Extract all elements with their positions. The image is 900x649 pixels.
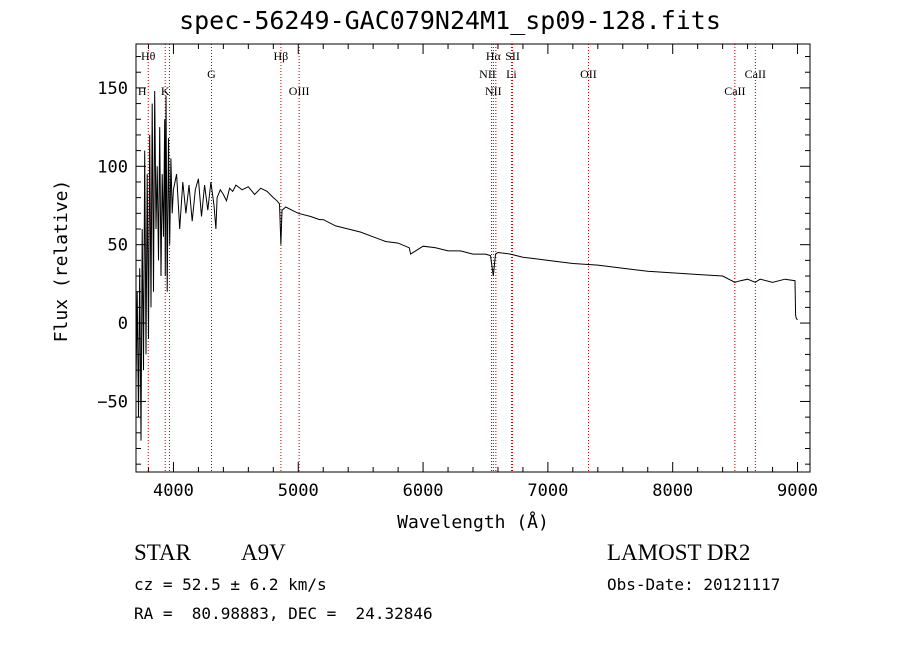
spectral-line-label-caii-upper: CaII (745, 67, 766, 81)
spectral-line-label-h: H (138, 84, 147, 98)
x-tick-label: 9000 (777, 481, 818, 501)
x-tick-label: 6000 (403, 481, 444, 501)
x-axis-label: Wavelength (Å) (397, 511, 549, 533)
axis-tick-labels: 4000 5000 6000 7000 8000 9000 −50 0 50 100 150 (97, 79, 818, 501)
plot-frame (135, 43, 811, 473)
object-class: STAR (134, 540, 191, 565)
chart-title: spec-56249-GAC079N24M1_sp09-128.fits (179, 6, 721, 35)
spectral-line-label-k: K (161, 84, 170, 98)
y-tick-label: 0 (118, 314, 128, 334)
y-tick-label: −50 (97, 392, 128, 412)
object-subclass: A9V (241, 540, 286, 565)
y-tick-label: 150 (97, 79, 128, 99)
spectral-line-label-caii-lower: CaII (724, 84, 745, 98)
spectral-line-label-h-theta: Hθ (141, 49, 156, 63)
spectrum-line (135, 90, 798, 441)
x-tick-label: 8000 (652, 481, 693, 501)
y-axis-label: Flux (relative) (51, 180, 72, 343)
spectral-line-labels: Hθ Hβ Hα SII G NII Li OII CaII H K OIII NII CaII (138, 49, 766, 98)
spectral-line-label-g: G (207, 67, 216, 81)
redshift-value: cz = 52.5 ± 6.2 km/s (134, 575, 327, 594)
spectral-line-label-nii-upper: NII (479, 67, 496, 81)
observation-date: Obs-Date: 20121117 (607, 575, 781, 594)
x-tick-label: 5000 (278, 481, 319, 501)
coordinates: RA = 80.98883, DEC = 24.32846 (134, 604, 433, 623)
spectral-line-label-li: Li (506, 67, 517, 81)
spectral-line-label-oiii: OIII (289, 84, 310, 98)
spectral-line-label-sii: SII (505, 49, 520, 63)
y-tick-label: 50 (108, 236, 128, 256)
x-tick-label: 4000 (153, 481, 194, 501)
spectral-line-markers (147, 44, 756, 472)
y-tick-label: 100 (97, 157, 128, 177)
spectral-line-label-nii-lower: NII (485, 84, 502, 98)
survey-name: LAMOST DR2 (607, 540, 751, 565)
x-tick-label: 7000 (527, 481, 568, 501)
axis-ticks (136, 44, 810, 472)
spectral-line-label-h-beta: Hβ (274, 49, 289, 63)
spectral-line-label-h-alpha: Hα (486, 49, 502, 63)
spectral-line-label-oii: OII (580, 67, 597, 81)
